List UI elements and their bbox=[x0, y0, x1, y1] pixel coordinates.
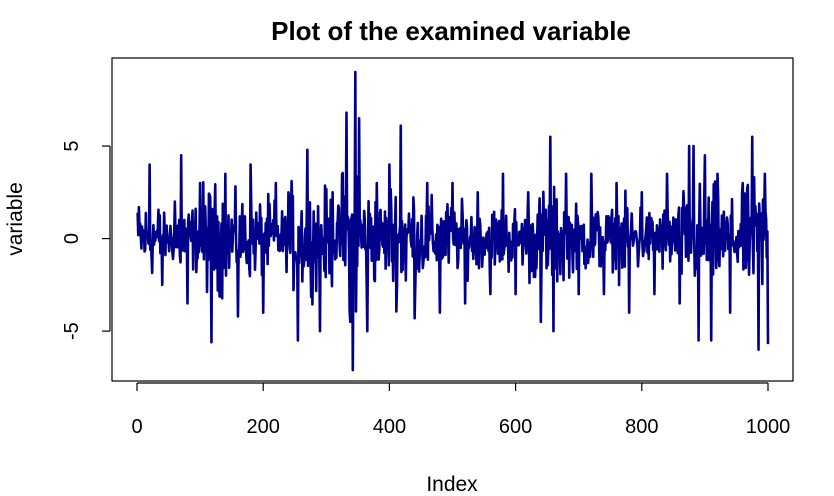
x-tick-label: 800 bbox=[625, 416, 658, 438]
series-line bbox=[136, 70, 770, 372]
chart-title: Plot of the examined variable bbox=[271, 16, 631, 46]
plot-frame bbox=[111, 57, 794, 382]
x-tick-label: 1000 bbox=[746, 416, 791, 438]
x-tick-label: 200 bbox=[247, 416, 280, 438]
x-tick-label: 600 bbox=[499, 416, 532, 438]
x-tick-label: 400 bbox=[373, 416, 406, 438]
series-layer bbox=[136, 70, 770, 372]
x-axis: 0 200 400 600 800 1000 bbox=[131, 382, 791, 438]
y-tick-label: 0 bbox=[61, 233, 83, 244]
x-axis-label: Index bbox=[426, 473, 478, 496]
y-tick-label: 5 bbox=[61, 140, 83, 151]
y-tick-label: -5 bbox=[61, 322, 83, 340]
y-axis: -5 0 5 bbox=[61, 140, 111, 340]
y-axis-label: variable bbox=[4, 182, 27, 256]
x-tick-label: 0 bbox=[131, 416, 142, 438]
